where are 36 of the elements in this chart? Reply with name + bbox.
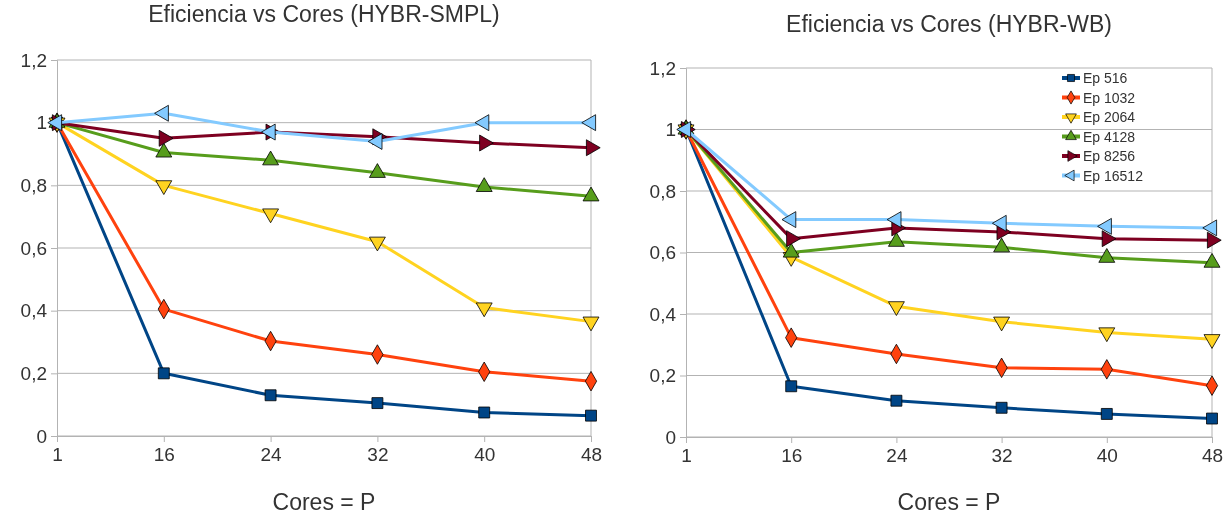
y-tick-label: 0,8 [20, 174, 47, 196]
y-tick-label: 1 [665, 119, 676, 141]
x-tick-label: 40 [1096, 445, 1118, 467]
x-axis-title: Cores = P [897, 489, 1001, 515]
legend-label: Ep 516 [1083, 70, 1128, 86]
legend-label: Ep 4128 [1083, 128, 1136, 145]
y-tick-label: 1,2 [20, 49, 47, 71]
chart-title: Eficiencia vs Cores (HYBR-WB) [786, 11, 1112, 37]
x-tick-label: 1 [681, 445, 692, 467]
y-tick-label: 0,2 [649, 365, 676, 387]
y-tick-label: 1 [36, 112, 47, 134]
y-tick-label: 0,8 [649, 180, 676, 202]
x-tick-label: 32 [991, 445, 1013, 467]
legend-label: Ep 1032 [1083, 89, 1136, 106]
y-tick-label: 0,4 [20, 300, 48, 322]
x-tick-label: 24 [260, 444, 283, 466]
x-axis-title: Cores = P [272, 489, 376, 515]
y-tick-label: 0,2 [20, 362, 47, 384]
x-tick-label: 32 [367, 444, 389, 466]
y-tick-label: 1,2 [649, 57, 676, 79]
x-tick-label: 24 [886, 445, 908, 467]
legend-label: Ep 2064 [1083, 109, 1136, 125]
y-tick-label: 0,4 [649, 303, 677, 325]
x-tick-label: 16 [781, 445, 803, 467]
legend-label: Ep 8256 [1083, 148, 1136, 164]
y-tick-label: 0 [36, 425, 47, 447]
x-tick-label: 48 [580, 444, 603, 466]
y-tick-label: 0,6 [649, 242, 676, 264]
x-tick-label: 40 [474, 444, 496, 466]
chart-title: Eficiencia vs Cores (HYBR-SMPL) [148, 1, 500, 27]
y-tick-label: 0,6 [20, 237, 47, 259]
y-tick-label: 0 [665, 426, 676, 448]
x-tick-label: 16 [153, 444, 175, 466]
x-tick-label: 1 [52, 444, 63, 466]
legend-label: Ep 16512 [1083, 167, 1144, 184]
x-tick-label: 48 [1201, 445, 1224, 467]
